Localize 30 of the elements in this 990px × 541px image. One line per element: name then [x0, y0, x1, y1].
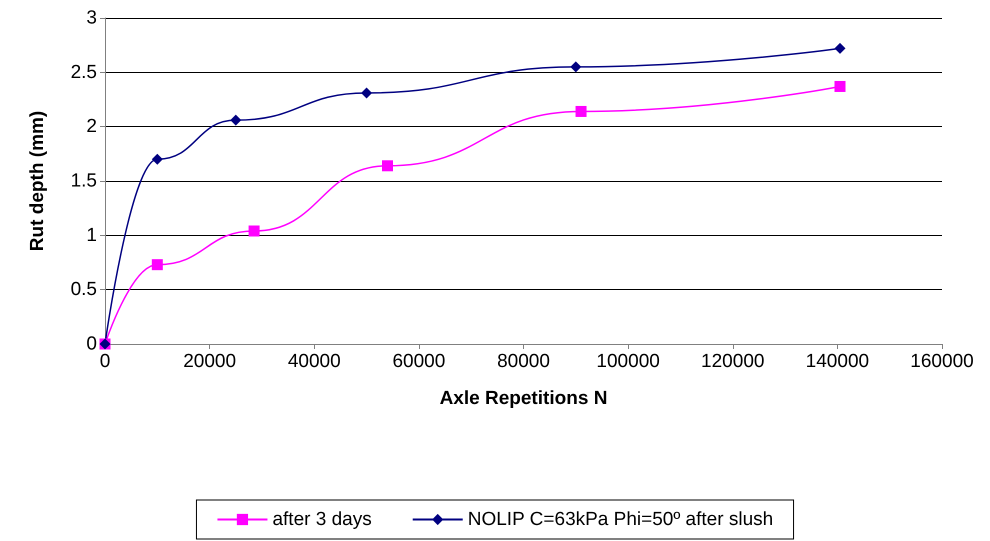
- point: [248, 225, 260, 236]
- y-tick-label: 2: [86, 116, 97, 138]
- y-tick-label: 0: [86, 334, 97, 354]
- y-tick-label: 0.5: [70, 279, 97, 300]
- point: [152, 259, 163, 270]
- x-axis-title: Axle Repetitions N: [440, 388, 608, 409]
- x-tick-label: 60000: [392, 351, 446, 372]
- point: [834, 42, 846, 54]
- y-tick-label: 1: [86, 224, 97, 246]
- legend-label: NOLIP C=63kPa Phi=50º after slush: [468, 509, 774, 530]
- x-tick-label: 0: [100, 351, 110, 372]
- x-tick-label: 40000: [288, 351, 341, 372]
- x-tick-label: 20000: [183, 351, 236, 372]
- legend-label: after 3 days: [272, 509, 372, 530]
- point: [152, 154, 163, 165]
- x-tick-label: 160000: [910, 351, 974, 372]
- x-tick-label: 140000: [806, 351, 870, 372]
- y-axis-title: Rut depth (mm): [27, 110, 48, 252]
- x-tick-label: 100000: [596, 351, 660, 372]
- x-tick-label: 120000: [701, 351, 764, 372]
- point: [382, 160, 393, 172]
- point: [576, 106, 587, 117]
- y-tick-label: 2.5: [70, 62, 97, 83]
- point: [230, 114, 242, 126]
- y-tick-label: 1.5: [70, 170, 97, 192]
- point: [834, 80, 846, 92]
- x-tick-label: 80000: [497, 351, 550, 372]
- point: [361, 87, 372, 98]
- point: [570, 61, 582, 72]
- y-tick-label: 3: [86, 8, 97, 28]
